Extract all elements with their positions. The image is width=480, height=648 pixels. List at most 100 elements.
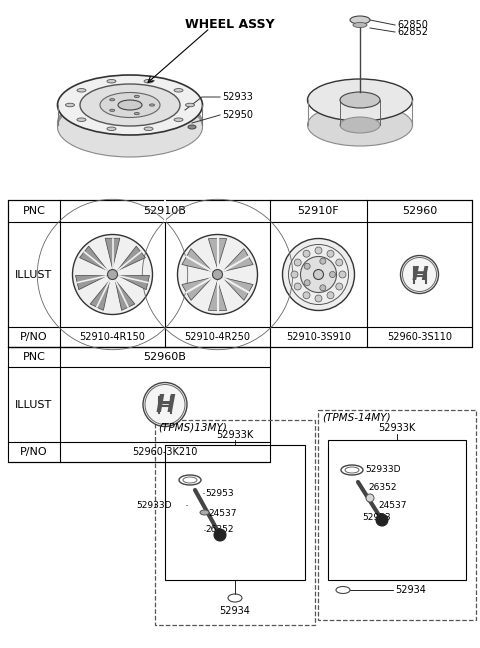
Bar [155,420,315,625]
Text: 52910F: 52910F [298,206,339,216]
Ellipse shape [107,127,116,130]
Text: 62852: 62852 [397,27,428,37]
Text: 52933K: 52933K [378,423,416,433]
Text: 52910-4R150: 52910-4R150 [80,332,145,342]
Ellipse shape [308,79,412,121]
Ellipse shape [58,93,203,153]
Circle shape [336,283,343,290]
Text: 52960-3S110: 52960-3S110 [387,332,452,342]
Ellipse shape [108,270,118,279]
Text: 52933: 52933 [222,92,253,102]
Text: 52933D: 52933D [365,465,400,474]
Ellipse shape [400,255,439,294]
Text: P/NO: P/NO [20,447,48,457]
Ellipse shape [353,23,367,27]
Text: 52933D: 52933D [136,500,172,509]
Ellipse shape [65,103,74,107]
Polygon shape [115,280,135,310]
Text: 26352: 26352 [368,483,396,492]
Ellipse shape [58,97,203,157]
Text: 52933K: 52933K [216,430,253,440]
Bar [8,347,270,462]
Ellipse shape [340,117,380,133]
Polygon shape [208,281,227,310]
Polygon shape [75,275,107,290]
Circle shape [303,292,310,299]
Ellipse shape [134,95,139,98]
Polygon shape [105,238,120,268]
Ellipse shape [80,84,180,126]
Text: 52910-3S910: 52910-3S910 [286,332,351,342]
Circle shape [294,283,301,290]
Bar [165,445,305,580]
Circle shape [336,259,343,266]
Text: 52950: 52950 [222,110,253,120]
Circle shape [291,271,298,278]
Ellipse shape [100,93,160,117]
Circle shape [327,250,334,257]
Circle shape [329,272,336,277]
Ellipse shape [72,235,153,314]
Circle shape [366,494,374,502]
Ellipse shape [188,125,196,129]
Text: 26352: 26352 [205,526,233,535]
Text: 52910B: 52910B [144,206,186,216]
Bar [8,200,472,347]
Text: PNC: PNC [23,206,46,216]
Circle shape [294,259,301,266]
Circle shape [304,280,310,286]
Text: 24537: 24537 [378,500,407,509]
Ellipse shape [134,113,139,115]
Ellipse shape [118,100,142,110]
Polygon shape [182,277,212,301]
Ellipse shape [107,80,116,83]
Ellipse shape [213,270,223,279]
Polygon shape [117,246,145,271]
Circle shape [339,271,346,278]
Polygon shape [223,249,253,272]
Ellipse shape [77,89,86,92]
Polygon shape [208,238,227,268]
Text: (TPMS)13MY): (TPMS)13MY) [158,423,227,433]
Text: WHEEL ASSY: WHEEL ASSY [185,18,275,31]
Bar [318,410,476,620]
Polygon shape [223,277,253,301]
Ellipse shape [185,103,194,107]
Ellipse shape [174,118,183,121]
Ellipse shape [350,16,370,24]
Circle shape [303,250,310,257]
Ellipse shape [340,92,380,108]
Ellipse shape [110,98,115,101]
Ellipse shape [283,238,355,310]
Text: PNC: PNC [23,352,46,362]
Polygon shape [119,275,149,290]
Text: (TPMS-14MY): (TPMS-14MY) [322,413,391,423]
Text: 24537: 24537 [208,509,237,518]
Polygon shape [182,249,212,272]
Circle shape [376,514,388,526]
Polygon shape [80,246,108,271]
Text: 52960B: 52960B [144,352,186,362]
Ellipse shape [144,127,153,130]
Text: ILLUST: ILLUST [15,400,53,410]
Circle shape [315,295,322,302]
Text: H: H [155,393,175,417]
Ellipse shape [110,110,115,111]
Ellipse shape [313,270,324,279]
Ellipse shape [178,235,257,314]
Circle shape [327,292,334,299]
Text: H: H [411,265,428,284]
Ellipse shape [300,257,336,292]
Circle shape [304,263,310,270]
Ellipse shape [58,95,203,155]
Circle shape [315,247,322,254]
Text: 52934: 52934 [395,585,426,595]
Text: 52960-3K210: 52960-3K210 [132,447,198,457]
Circle shape [320,258,326,264]
Text: P/NO: P/NO [20,332,48,342]
Bar [328,440,466,580]
Text: 52953: 52953 [362,513,391,522]
Text: 52934: 52934 [219,606,251,616]
Circle shape [214,529,226,541]
Ellipse shape [58,75,203,135]
